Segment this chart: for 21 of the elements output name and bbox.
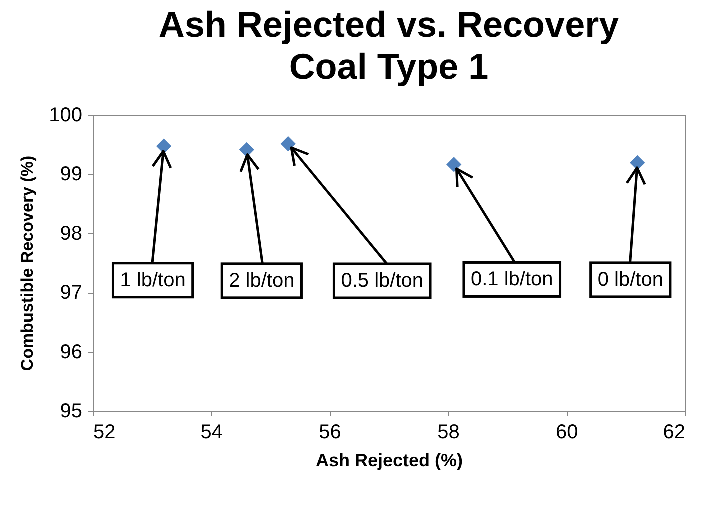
y-tick-label: 100 — [49, 104, 82, 126]
y-tick-label: 95 — [60, 400, 82, 422]
y-tick-label: 97 — [60, 282, 82, 304]
x-tick-label: 60 — [556, 422, 578, 444]
annotation: 0.1 lb/ton — [470, 268, 554, 291]
x-tick-label: 52 — [94, 422, 116, 444]
y-tick-label: 99 — [60, 164, 82, 186]
x-tick-label: 58 — [438, 422, 460, 444]
y-axis-title: Combustible Recovery (%) — [18, 156, 38, 372]
chart-title: Ash Rejected vs. Recovery — [158, 4, 620, 45]
annotation: 0 lb/ton — [598, 268, 664, 291]
y-tick-label: 98 — [60, 222, 82, 245]
y-tick-label: 96 — [60, 341, 82, 364]
x-tick-label: 54 — [200, 422, 224, 444]
annotation: 0.5 lb/ton — [341, 270, 424, 292]
annotation: 2 lb/ton — [229, 270, 295, 292]
x-axis-title: Ash Rejected (%) — [316, 450, 464, 470]
annotation: 1 lb/ton — [120, 269, 186, 292]
chart-subtitle: Coal Type 1 — [289, 46, 489, 87]
x-tick-label: 62 — [663, 422, 686, 444]
x-tick-label: 56 — [319, 422, 342, 444]
